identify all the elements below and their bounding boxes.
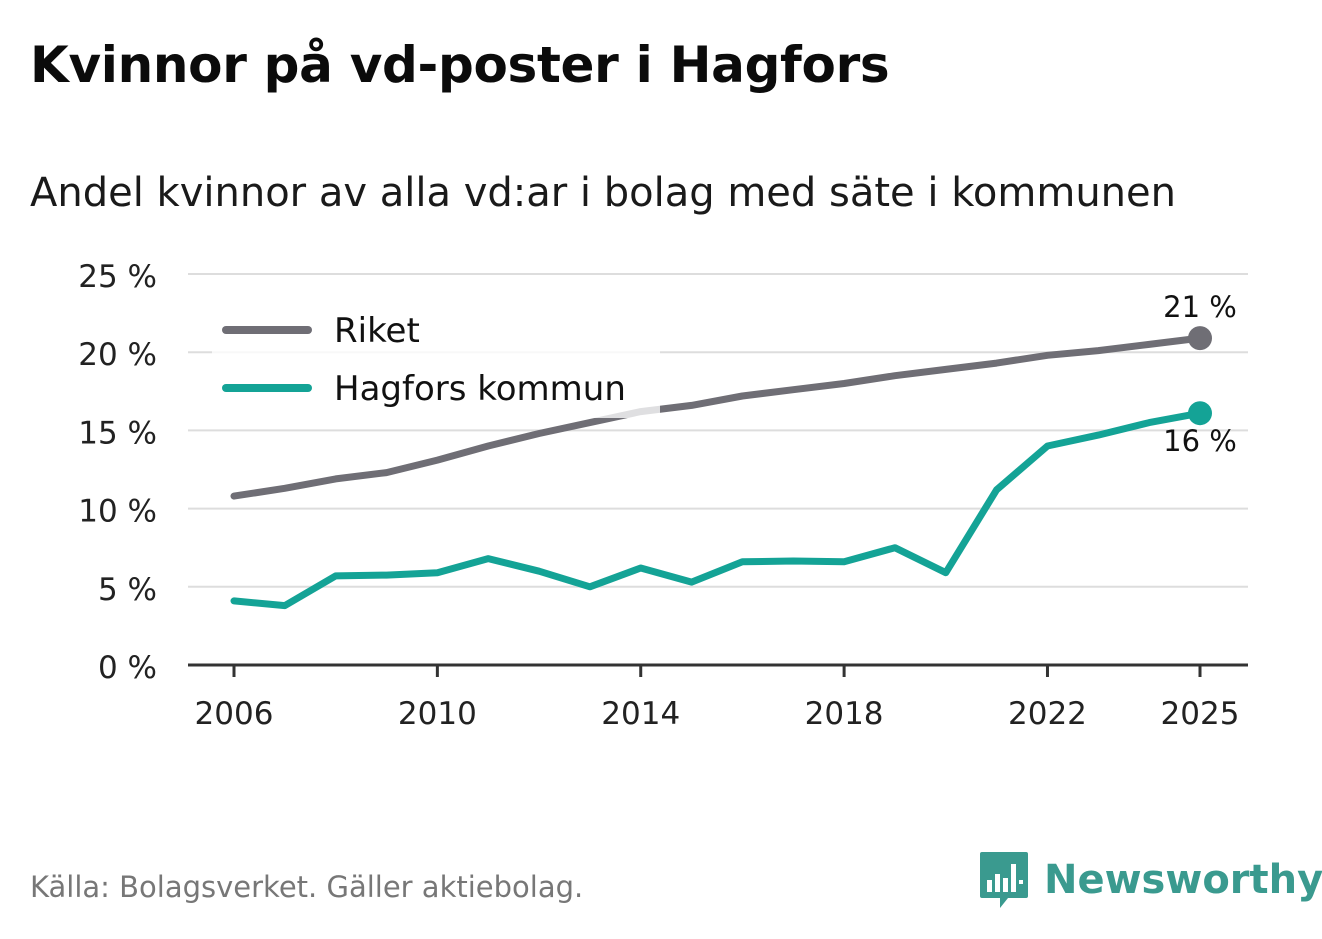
bar-chart-speech-bubble-icon bbox=[980, 852, 1028, 908]
series bbox=[230, 326, 1212, 610]
x-tick-label: 2025 bbox=[1161, 696, 1240, 732]
chart-subtitle: Andel kvinnor av alla vd:ar i bolag med … bbox=[30, 170, 1176, 216]
axes: 0 % 5 % 10 % 15 % 20 % 25 % 2006 2010 2014 2018 20… bbox=[78, 259, 1248, 732]
x-tick-label: 2006 bbox=[195, 696, 274, 732]
x-tick-label: 2018 bbox=[805, 696, 884, 732]
y-tick-label: 5 % bbox=[98, 572, 157, 608]
y-tick-label: 10 % bbox=[78, 494, 157, 530]
series-line-0 bbox=[230, 334, 1204, 500]
y-tick-label: 15 % bbox=[78, 415, 157, 451]
x-tick-label: 2010 bbox=[398, 696, 477, 732]
y-tick-label: 20 % bbox=[78, 337, 157, 373]
end-labels: 21 % 16 % bbox=[1163, 290, 1237, 458]
legend-label: Riket bbox=[334, 311, 420, 351]
y-tick-label: 0 % bbox=[98, 650, 157, 686]
brand-logo: Newsworthy bbox=[978, 848, 1322, 912]
series-line-1 bbox=[230, 409, 1204, 610]
data-label-end: 21 % bbox=[1163, 290, 1237, 324]
legend-label: Hagfors kommun bbox=[334, 369, 626, 409]
chart-title: Kvinnor på vd-poster i Hagfors bbox=[30, 36, 890, 94]
brand-name: Newsworthy bbox=[1044, 857, 1322, 903]
series-end-point-0 bbox=[1188, 326, 1212, 351]
y-tick-label: 25 % bbox=[78, 259, 157, 295]
legend: Riket Hagfors kommun bbox=[212, 298, 660, 418]
x-tick-label: 2022 bbox=[1008, 696, 1087, 732]
source-note: Källa: Bolagsverket. Gäller aktiebolag. bbox=[30, 870, 584, 904]
x-tick-label: 2014 bbox=[601, 696, 680, 732]
series-end-point-1 bbox=[1188, 401, 1212, 426]
legend-background bbox=[212, 298, 660, 418]
data-label-end: 16 % bbox=[1163, 424, 1237, 458]
